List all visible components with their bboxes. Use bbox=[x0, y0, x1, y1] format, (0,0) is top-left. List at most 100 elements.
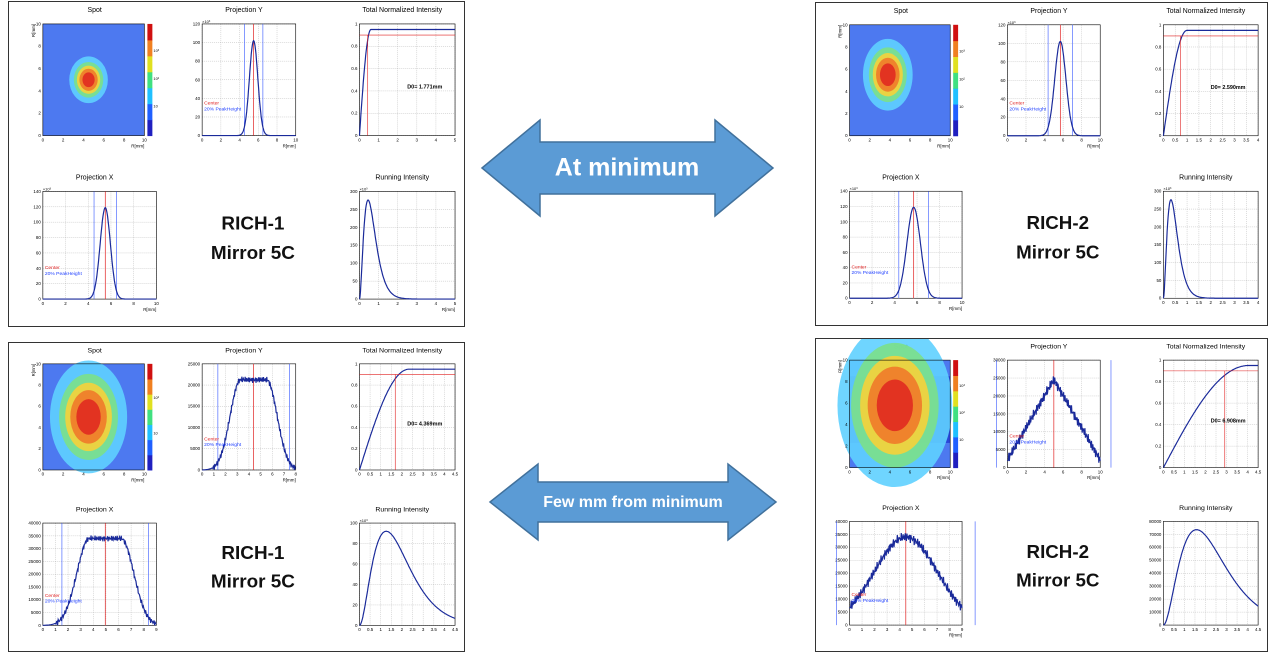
x-tick-label: 2.5 bbox=[409, 627, 416, 632]
x-tick-label: 0.5 bbox=[367, 472, 374, 477]
y-tick-label: 30000 bbox=[1149, 584, 1162, 589]
plot-title: Total Normalized Intensity bbox=[1166, 344, 1245, 351]
plot-title: Total Normalized Intensity bbox=[362, 7, 442, 14]
result-panel: RICH-2Mirror 5CSpot1010²10³0246810024681… bbox=[815, 2, 1268, 326]
y-tick-label: 10 bbox=[843, 22, 848, 27]
y-tick-label: 120 bbox=[840, 204, 848, 209]
colorbar-segment bbox=[147, 440, 152, 456]
plot-title: Projection Y bbox=[1030, 344, 1067, 351]
y-tick-label: 0.8 bbox=[1155, 44, 1162, 49]
plot-pad bbox=[344, 4, 459, 150]
x-tick-label: 2.5 bbox=[1220, 300, 1227, 305]
plot-note: 20% PeakHeight bbox=[1009, 439, 1046, 445]
y-tick-label: 20 bbox=[352, 602, 358, 607]
plot-title: Running Intensity bbox=[375, 174, 429, 181]
colorbar-segment bbox=[953, 41, 958, 57]
x-tick-label: 10 bbox=[154, 301, 159, 306]
y-tick-label: 35000 bbox=[835, 532, 848, 537]
panel-canvas: RICH-1Mirror 5CSpot1010²02468100246810R[… bbox=[9, 343, 464, 651]
panel-label: RICH-1 bbox=[221, 213, 284, 234]
x-tick-label: 3.5 bbox=[1234, 627, 1241, 632]
plot-note: Center bbox=[852, 592, 867, 598]
axis-exponent: ×10³ bbox=[359, 186, 368, 191]
plot-title: Projection Y bbox=[1030, 8, 1067, 15]
y-tick-label: 100 bbox=[350, 261, 358, 266]
plot-note: Center bbox=[852, 264, 867, 270]
y-tick-label: 10 bbox=[36, 361, 42, 366]
y-tick-label: 10000 bbox=[1149, 610, 1162, 615]
x-tick-label: 10 bbox=[1098, 469, 1104, 474]
y-tick-label: 100 bbox=[350, 521, 358, 526]
colorbar-segment bbox=[147, 56, 152, 72]
y-tick-label: 0.4 bbox=[1155, 89, 1162, 94]
plot-pad bbox=[1148, 341, 1262, 481]
colorbar-segment bbox=[953, 452, 958, 468]
plot-title: Total Normalized Intensity bbox=[1166, 8, 1245, 15]
y-tick-label: 100 bbox=[840, 219, 848, 224]
plot-pad bbox=[344, 504, 459, 639]
x-axis-label: R[mm] bbox=[143, 307, 156, 312]
y-tick-label: 25000 bbox=[188, 361, 201, 366]
x-tick-label: 3.5 bbox=[431, 627, 438, 632]
x-tick-label: 1.5 bbox=[1192, 627, 1199, 632]
y-tick-label: 20 bbox=[1001, 115, 1006, 120]
x-tick-label: 0.5 bbox=[1171, 627, 1178, 632]
plot-title: Projection X bbox=[76, 507, 114, 514]
colorbar-label: 10² bbox=[153, 76, 159, 81]
y-tick-label: 200 bbox=[1154, 224, 1162, 229]
colorbar-segment bbox=[147, 24, 152, 40]
y-tick-label: 200 bbox=[350, 225, 358, 230]
y-tick-label: 40000 bbox=[28, 521, 41, 526]
y-tick-label: 40 bbox=[843, 265, 848, 270]
d0-label: D0= 6.908mm bbox=[1211, 419, 1246, 425]
y-tick-label: 10000 bbox=[835, 597, 848, 602]
x-tick-label: 10 bbox=[1098, 138, 1103, 143]
y-tick-label: 40 bbox=[36, 266, 41, 271]
spot-intensity bbox=[82, 72, 94, 87]
colorbar-segment bbox=[953, 104, 958, 120]
panel-label: Mirror 5C bbox=[1016, 570, 1099, 591]
colorbar-segment bbox=[147, 120, 152, 136]
colorbar-segment bbox=[953, 25, 958, 41]
d0-label: D0= 4.369mm bbox=[407, 422, 442, 428]
plot-title: Projection X bbox=[882, 505, 920, 512]
plot-title: Spot bbox=[87, 348, 101, 355]
d0-label: D0= 1.771mm bbox=[407, 85, 442, 91]
x-axis-label: R[mm] bbox=[131, 144, 144, 149]
plot-title: Running Intensity bbox=[1179, 505, 1233, 512]
axis-exponent: ×10³ bbox=[1163, 186, 1172, 191]
colorbar-segment bbox=[953, 120, 958, 136]
axis-exponent: ×10³ bbox=[359, 518, 368, 523]
colorbar-segment bbox=[147, 455, 152, 471]
y-tick-label: 60000 bbox=[1149, 545, 1162, 550]
x-tick-label: 1.5 bbox=[1196, 138, 1203, 143]
y-tick-label: 80 bbox=[36, 235, 41, 240]
plot-title: Projection X bbox=[76, 174, 114, 181]
panel-label: Mirror 5C bbox=[211, 571, 295, 591]
y-tick-label: 300 bbox=[350, 189, 358, 194]
plot-area bbox=[43, 360, 153, 473]
plot-title: Projection Y bbox=[225, 348, 263, 355]
colorbar-segment bbox=[953, 422, 958, 438]
x-axis-label: R[mm] bbox=[949, 633, 962, 638]
y-tick-label: 50 bbox=[352, 279, 357, 284]
x-axis-label: R[mm] bbox=[937, 475, 950, 480]
plot-pad bbox=[27, 504, 160, 639]
y-tick-label: 5000 bbox=[31, 610, 42, 615]
x-tick-label: 10 bbox=[142, 138, 147, 143]
y-tick-label: 120 bbox=[998, 22, 1006, 27]
y-tick-label: 0.4 bbox=[1155, 422, 1162, 427]
plot-title: Projection Y bbox=[225, 7, 263, 14]
y-tick-label: 60 bbox=[195, 77, 200, 82]
y-tick-label: 15000 bbox=[835, 584, 848, 589]
y-tick-label: 0.6 bbox=[1155, 67, 1162, 72]
colorbar-segment bbox=[147, 364, 152, 380]
x-tick-label: 0.5 bbox=[367, 627, 374, 632]
y-axis-label: R[mm] bbox=[31, 364, 36, 377]
y-tick-label: 10000 bbox=[28, 597, 41, 602]
y-tick-label: 0.4 bbox=[351, 425, 358, 430]
plot-title: Spot bbox=[894, 8, 908, 15]
colorbar-segment bbox=[953, 88, 958, 104]
panel-label: RICH-2 bbox=[1027, 212, 1089, 233]
colorbar-label: 10 bbox=[959, 437, 963, 442]
